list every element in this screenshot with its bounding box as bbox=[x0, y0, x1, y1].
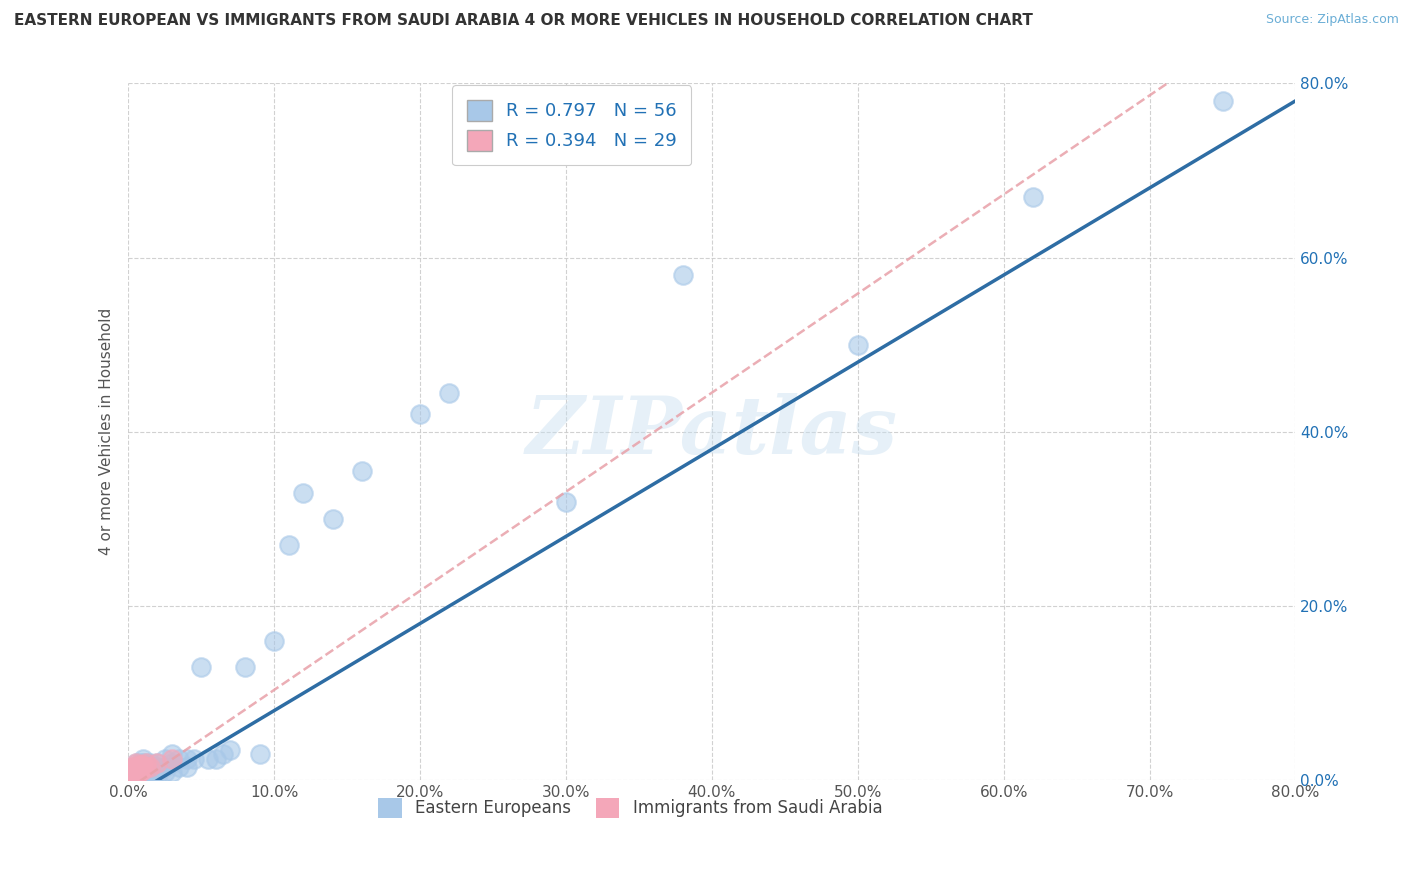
Point bbox=[153, 760, 176, 774]
Point bbox=[132, 757, 155, 772]
Point bbox=[212, 747, 235, 761]
Point bbox=[1022, 189, 1045, 203]
Point bbox=[124, 764, 146, 779]
Point bbox=[122, 769, 145, 783]
Point bbox=[153, 764, 176, 779]
Point bbox=[131, 757, 153, 772]
Point bbox=[135, 756, 157, 770]
Point bbox=[121, 760, 143, 774]
Point bbox=[120, 769, 142, 783]
Point bbox=[135, 756, 157, 770]
Point bbox=[197, 751, 219, 765]
Point bbox=[122, 764, 145, 779]
Point bbox=[124, 764, 146, 779]
Legend: Eastern Europeans, Immigrants from Saudi Arabia: Eastern Europeans, Immigrants from Saudi… bbox=[371, 791, 889, 824]
Point bbox=[190, 660, 212, 674]
Text: Source: ZipAtlas.com: Source: ZipAtlas.com bbox=[1265, 13, 1399, 27]
Point bbox=[160, 747, 183, 761]
Point bbox=[439, 385, 461, 400]
Point bbox=[135, 764, 157, 779]
Text: EASTERN EUROPEAN VS IMMIGRANTS FROM SAUDI ARABIA 4 OR MORE VEHICLES IN HOUSEHOLD: EASTERN EUROPEAN VS IMMIGRANTS FROM SAUD… bbox=[14, 13, 1033, 29]
Point bbox=[350, 464, 373, 478]
Point bbox=[129, 764, 152, 779]
Point bbox=[321, 512, 343, 526]
Point bbox=[129, 760, 152, 774]
Point bbox=[160, 756, 183, 770]
Point bbox=[169, 760, 191, 774]
Point bbox=[176, 751, 198, 765]
Point bbox=[139, 760, 162, 774]
Point bbox=[555, 494, 578, 508]
Point bbox=[292, 486, 315, 500]
Point bbox=[249, 747, 271, 761]
Point bbox=[129, 769, 152, 783]
Point bbox=[143, 760, 166, 774]
Point bbox=[146, 764, 169, 779]
Point bbox=[132, 769, 155, 783]
Point bbox=[120, 763, 142, 777]
Point bbox=[132, 764, 155, 779]
Point bbox=[135, 769, 157, 783]
Point bbox=[135, 760, 157, 774]
Point bbox=[132, 760, 155, 774]
Point bbox=[132, 751, 155, 765]
Point bbox=[129, 756, 152, 770]
Point bbox=[124, 764, 146, 779]
Point bbox=[124, 769, 146, 783]
Point bbox=[139, 760, 162, 774]
Point bbox=[132, 756, 155, 770]
Point bbox=[124, 764, 146, 779]
Point bbox=[1211, 94, 1233, 108]
Text: ZIPatlas: ZIPatlas bbox=[526, 393, 898, 471]
Point bbox=[146, 760, 169, 774]
Point bbox=[131, 763, 153, 777]
Point bbox=[139, 756, 162, 770]
Point bbox=[121, 769, 143, 783]
Point bbox=[219, 743, 242, 757]
Point bbox=[143, 764, 166, 779]
Point bbox=[153, 751, 176, 765]
Point bbox=[139, 764, 162, 779]
Point bbox=[277, 538, 299, 552]
Point bbox=[125, 766, 148, 780]
Point bbox=[146, 769, 169, 783]
Point bbox=[127, 764, 149, 779]
Point bbox=[846, 338, 869, 352]
Point bbox=[204, 751, 226, 765]
Point bbox=[263, 634, 285, 648]
Point bbox=[160, 751, 183, 765]
Y-axis label: 4 or more Vehicles in Household: 4 or more Vehicles in Household bbox=[100, 309, 114, 556]
Point bbox=[124, 756, 146, 770]
Point bbox=[121, 764, 143, 779]
Point bbox=[233, 660, 256, 674]
Point bbox=[176, 760, 198, 774]
Point bbox=[124, 760, 146, 774]
Point bbox=[124, 769, 146, 783]
Point bbox=[124, 766, 146, 780]
Point bbox=[672, 268, 695, 282]
Point bbox=[127, 760, 149, 774]
Point bbox=[124, 756, 146, 770]
Point bbox=[169, 751, 191, 765]
Point bbox=[409, 408, 432, 422]
Point bbox=[125, 757, 148, 772]
Point bbox=[125, 763, 148, 777]
Point bbox=[129, 764, 152, 779]
Point bbox=[160, 764, 183, 779]
Point bbox=[132, 763, 155, 777]
Point bbox=[146, 756, 169, 770]
Point bbox=[183, 751, 205, 765]
Point bbox=[146, 756, 169, 770]
Point bbox=[139, 769, 162, 783]
Point bbox=[120, 766, 142, 780]
